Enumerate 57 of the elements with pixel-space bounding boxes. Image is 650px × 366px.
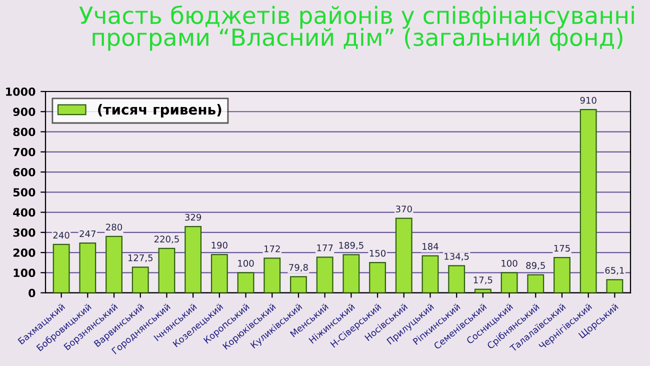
data-label: 329	[185, 214, 202, 221]
bar	[474, 288, 492, 293]
y-tick-label: 400	[13, 208, 36, 217]
bar	[132, 266, 149, 293]
data-label: 240	[53, 232, 70, 239]
chart-title: Участь бюджетів районів у співфінансуванні програми “Власний дім” (загальний фонд)	[79, 5, 634, 51]
bar	[342, 254, 360, 293]
data-label: 100	[238, 260, 254, 267]
data-label: 177	[317, 244, 333, 252]
data-label: 100	[502, 260, 518, 267]
bar	[422, 255, 439, 293]
y-tick-label: 800	[13, 128, 36, 136]
bar	[237, 272, 254, 293]
data-label: 370	[396, 206, 412, 212]
data-label: 280	[106, 224, 122, 231]
bar	[316, 256, 334, 293]
bar	[580, 109, 597, 293]
data-label: 65,1	[605, 266, 624, 275]
data-label: 220,5	[154, 236, 179, 244]
bar	[106, 236, 122, 293]
data-label: 134,5	[444, 252, 469, 261]
data-label: 910	[580, 96, 596, 104]
y-tick-label: 300	[13, 228, 36, 237]
y-tick-label: 600	[13, 168, 36, 176]
bar	[264, 258, 281, 293]
y-tick-label: 700	[13, 148, 36, 156]
y-tick-label: 1000	[6, 87, 36, 96]
bar	[500, 272, 518, 293]
data-label: 189,5	[339, 242, 364, 250]
bar	[290, 276, 307, 293]
bar	[158, 248, 176, 293]
bar	[527, 274, 544, 293]
y-tick-label: 200	[13, 248, 36, 257]
data-label: 247	[80, 230, 96, 238]
bar	[369, 262, 386, 293]
bar	[210, 254, 228, 293]
data-label: 89,5	[526, 262, 545, 270]
data-label: 127,5	[128, 254, 152, 262]
data-label: 17,5	[474, 276, 492, 284]
data-label: 172	[264, 245, 280, 252]
bar	[79, 242, 96, 293]
bar	[395, 218, 412, 293]
legend-label: (тисяч гривень)	[98, 104, 222, 118]
y-tick-label: 0	[28, 288, 36, 298]
data-label: 150	[370, 250, 386, 257]
data-label: 79,8	[289, 264, 308, 272]
y-tick-label: 100	[14, 268, 36, 278]
y-tick-label: 500	[13, 188, 36, 197]
bar	[184, 226, 202, 293]
bar	[448, 265, 466, 293]
bar	[606, 279, 624, 293]
data-label: 184	[422, 243, 438, 250]
data-label: 175	[554, 244, 570, 252]
data-label: 190	[212, 242, 228, 249]
bar	[554, 257, 570, 293]
y-tick-label: 900	[13, 108, 36, 116]
bar	[52, 244, 70, 293]
